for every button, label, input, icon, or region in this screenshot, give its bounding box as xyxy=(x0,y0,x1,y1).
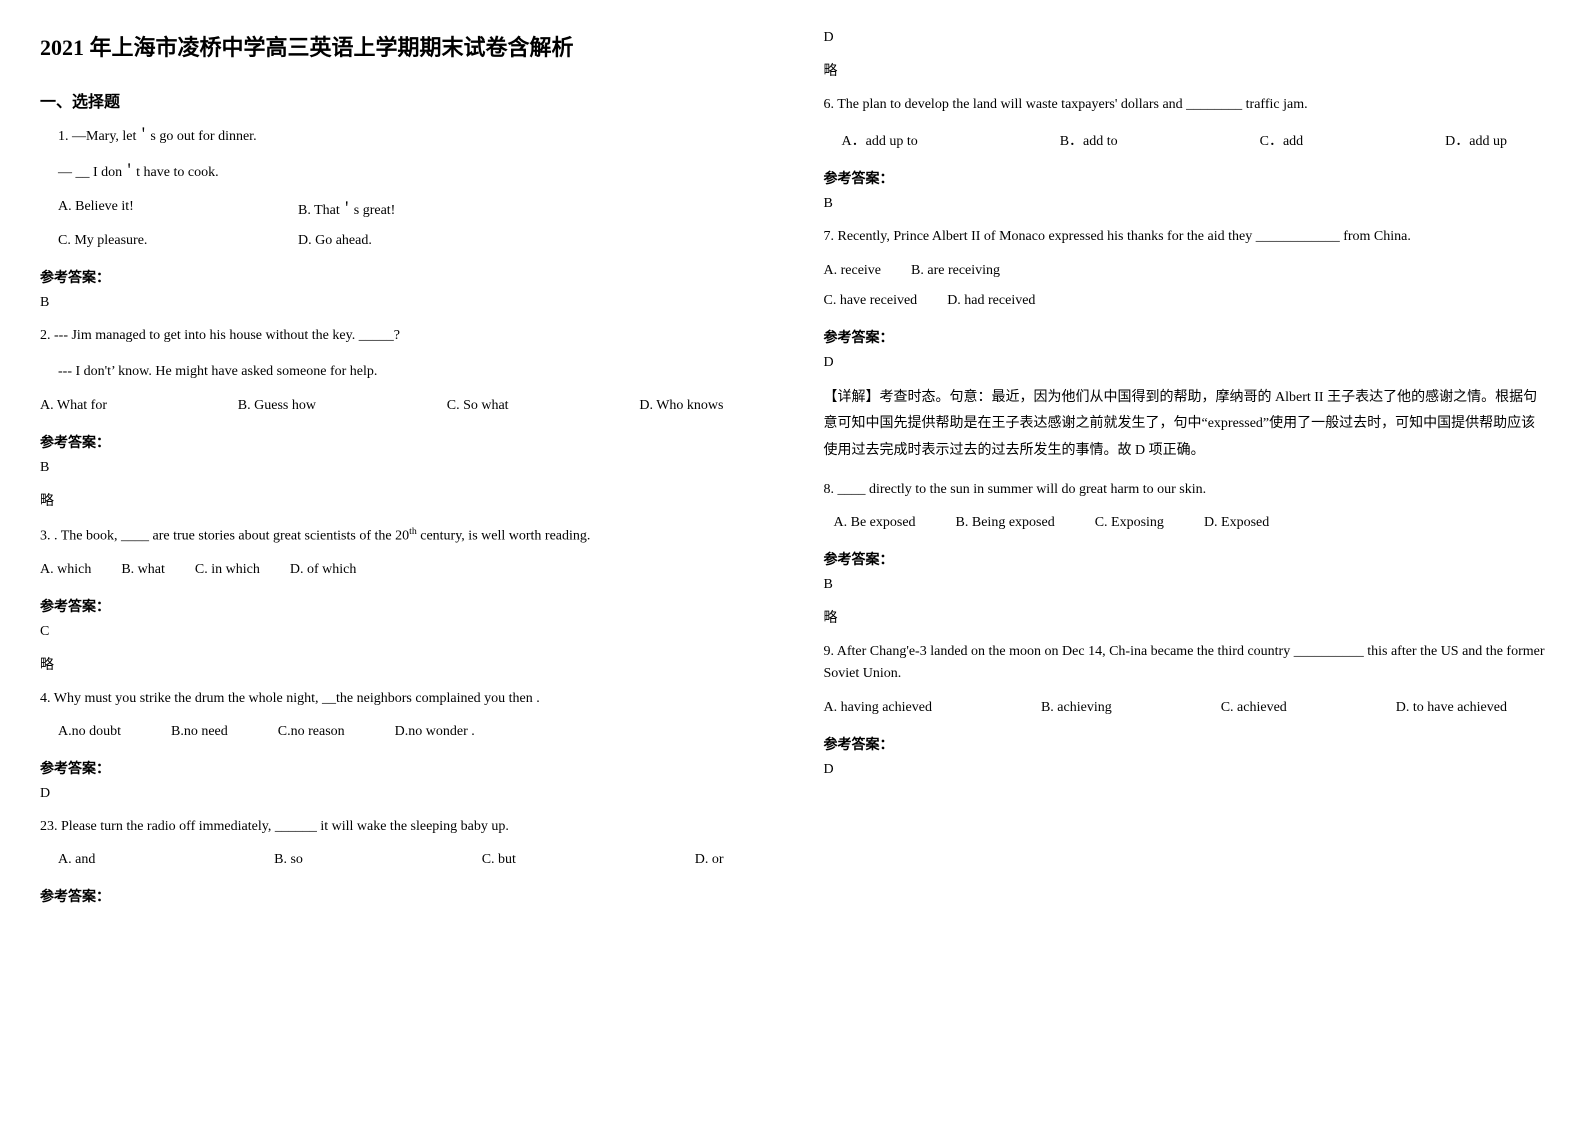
left-column: 2021 年上海市凌桥中学高三英语上学期期末试卷含解析 一、选择题 1. —Ma… xyxy=(40,30,764,1092)
q7-optB: B. are receiving xyxy=(911,263,1000,279)
q8-optA: A. Be exposed xyxy=(834,515,916,531)
q9-optB: B. achieving xyxy=(1041,700,1112,716)
q3-line1: 3. . The book, ____ are true stories abo… xyxy=(40,524,764,548)
q1-options-row1: A. Believe it! B. That＇s great! xyxy=(40,199,764,219)
q9-options: A. having achieved B. achieving C. achie… xyxy=(824,700,1548,716)
q5-optC: C. but xyxy=(482,852,516,868)
q1-optA: A. Believe it! xyxy=(58,199,258,219)
q9-optD: D. to have achieved xyxy=(1396,700,1507,716)
q6-answer: B xyxy=(824,196,1548,212)
right-column: D 略 6. The plan to develop the land will… xyxy=(824,30,1548,1092)
q6-options: A．add up to B．add to C．add D．add up xyxy=(824,130,1548,150)
q7-optD: D. had received xyxy=(947,293,1035,309)
q9-optA: A. having achieved xyxy=(824,700,932,716)
q1-optC: C. My pleasure. xyxy=(58,233,258,249)
q5-answer: D xyxy=(824,30,1548,46)
q7-optC: C. have received xyxy=(824,293,918,309)
exam-title: 2021 年上海市凌桥中学高三英语上学期期末试卷含解析 xyxy=(40,30,764,62)
q3-answer-label: 参考答案： xyxy=(40,596,764,616)
q8-note: 略 xyxy=(824,607,1548,627)
q2-optD: D. Who knows xyxy=(639,398,723,414)
q6-answer-label: 参考答案： xyxy=(824,168,1548,188)
q1-optB: B. That＇s great! xyxy=(298,199,395,219)
q3-l1-sup: th xyxy=(409,526,417,537)
q5-line1: 23. Please turn the radio off immediatel… xyxy=(40,816,764,838)
q6-optD: D．add up xyxy=(1445,130,1507,150)
q1-options-row2: C. My pleasure. D. Go ahead. xyxy=(40,233,764,249)
q4-options: A.no doubt B.no need C.no reason D.no wo… xyxy=(40,724,764,740)
q2-optC: C. So what xyxy=(447,398,509,414)
q3-options: A. which B. what C. in which D. of which xyxy=(40,562,764,578)
q6-optA: A．add up to xyxy=(842,130,918,150)
q8-optC: C. Exposing xyxy=(1095,515,1164,531)
q1-answer-label: 参考答案： xyxy=(40,267,764,287)
q6-line1: 6. The plan to develop the land will was… xyxy=(824,94,1548,116)
q7-answer: D xyxy=(824,355,1548,371)
q3-optA: A. which xyxy=(40,562,91,578)
q5-optD: D. or xyxy=(695,852,724,868)
q3-l1-pre: 3. . The book, ____ are true stories abo… xyxy=(40,528,409,543)
q8-optD: D. Exposed xyxy=(1204,515,1269,531)
q3-optB: B. what xyxy=(121,562,165,578)
q9-answer: D xyxy=(824,762,1548,778)
q3-optD: D. of which xyxy=(290,562,357,578)
q2-note: 略 xyxy=(40,490,764,510)
q7-options-row2: C. have received D. had received xyxy=(824,293,1548,309)
q5-options: A. and B. so C. but D. or xyxy=(40,852,764,868)
q1-line2: — __ I don＇t have to cook. xyxy=(40,162,764,184)
q4-answer: D xyxy=(40,786,764,802)
q7-line1: 7. Recently, Prince Albert II of Monaco … xyxy=(824,226,1548,248)
q5-answer-label: 参考答案： xyxy=(40,886,764,906)
q1-optD: D. Go ahead. xyxy=(298,233,372,249)
q8-options: A. Be exposed B. Being exposed C. Exposi… xyxy=(824,515,1548,531)
section-header-choice: 一、选择题 xyxy=(40,88,764,112)
q4-optC: C.no reason xyxy=(278,724,345,740)
q1-line1: 1. —Mary, let＇s go out for dinner. xyxy=(40,126,764,148)
q7-explain: 【详解】考查时态。句意：最近，因为他们从中国得到的帮助，摩纳哥的 Albert … xyxy=(824,385,1548,465)
q9-optC: C. achieved xyxy=(1221,700,1287,716)
q5-optA: A. and xyxy=(58,852,95,868)
q5-optB: B. so xyxy=(274,852,303,868)
q7-answer-label: 参考答案： xyxy=(824,327,1548,347)
q3-l1-post: century, is well worth reading. xyxy=(417,528,591,543)
q8-optB: B. Being exposed xyxy=(956,515,1055,531)
q4-optA: A.no doubt xyxy=(58,724,121,740)
q9-line1: 9. After Chang'e-3 landed on the moon on… xyxy=(824,641,1548,686)
q3-optC: C. in which xyxy=(195,562,260,578)
q2-options: A. What for B. Guess how C. So what D. W… xyxy=(40,398,764,414)
q8-answer: B xyxy=(824,577,1548,593)
q2-optB: B. Guess how xyxy=(238,398,316,414)
q6-optC: C．add xyxy=(1260,130,1304,150)
q7-options-row1: A. receive B. are receiving xyxy=(824,263,1548,279)
q6-optB: B．add to xyxy=(1060,130,1118,150)
q1-answer: B xyxy=(40,295,764,311)
q3-answer: C xyxy=(40,624,764,640)
q4-optD: D.no wonder . xyxy=(395,724,475,740)
q8-line1: 8. ____ directly to the sun in summer wi… xyxy=(824,479,1548,501)
q4-line1: 4. Why must you strike the drum the whol… xyxy=(40,688,764,710)
q2-answer-label: 参考答案： xyxy=(40,432,764,452)
q2-answer: B xyxy=(40,460,764,476)
q5-note: 略 xyxy=(824,60,1548,80)
q7-optA: A. receive xyxy=(824,263,882,279)
q3-note: 略 xyxy=(40,654,764,674)
q2-line2: --- I don't’ know. He might have asked s… xyxy=(40,361,764,383)
q8-answer-label: 参考答案： xyxy=(824,549,1548,569)
q4-answer-label: 参考答案： xyxy=(40,758,764,778)
q4-optB: B.no need xyxy=(171,724,228,740)
q2-optA: A. What for xyxy=(40,398,107,414)
page-container: 2021 年上海市凌桥中学高三英语上学期期末试卷含解析 一、选择题 1. —Ma… xyxy=(0,0,1587,1122)
q2-line1: 2. --- Jim managed to get into his house… xyxy=(40,325,764,347)
q9-answer-label: 参考答案： xyxy=(824,734,1548,754)
